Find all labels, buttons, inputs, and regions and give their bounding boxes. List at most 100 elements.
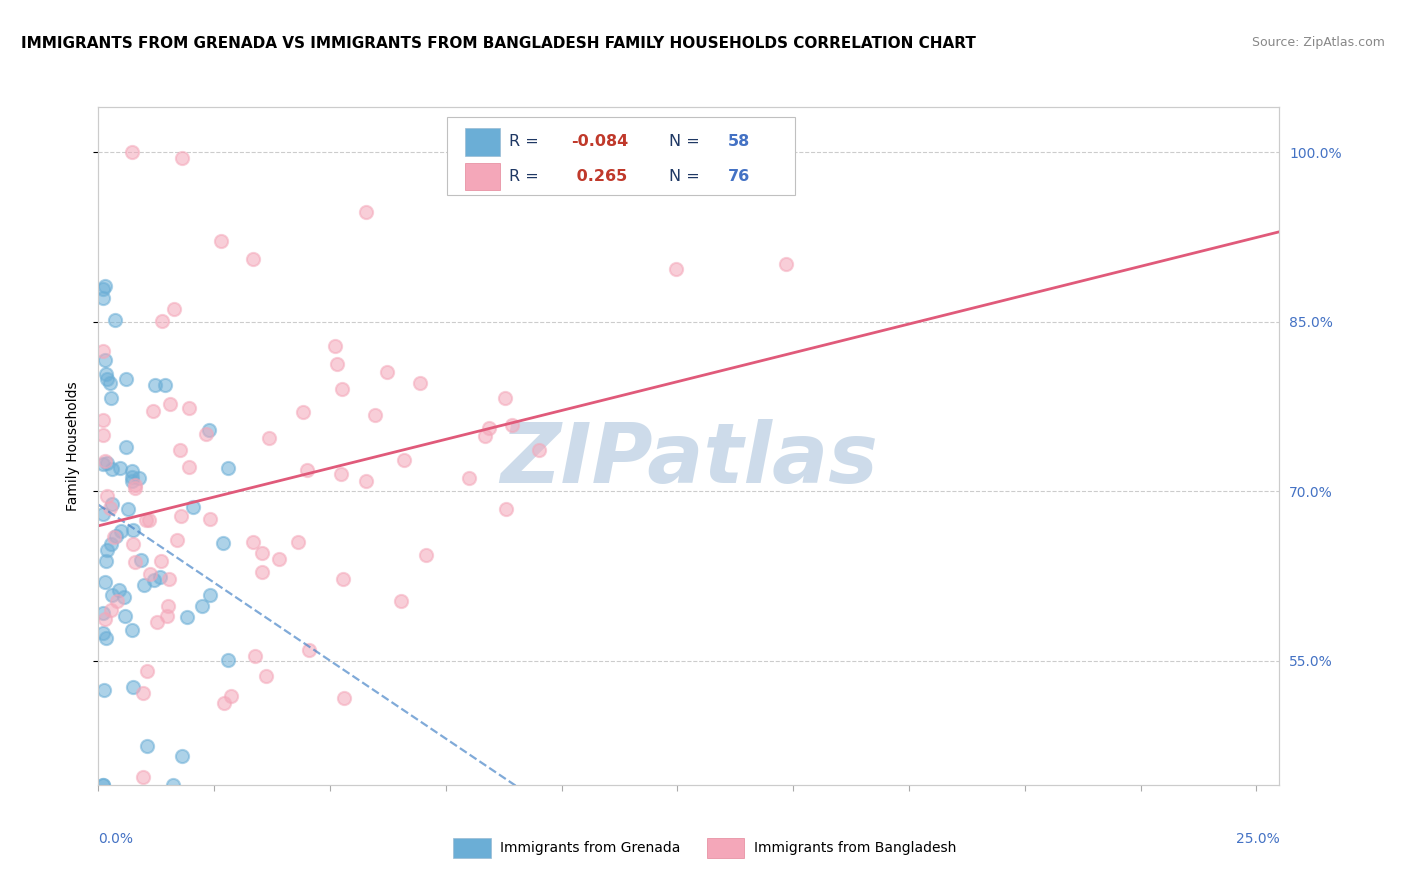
Point xyxy=(415,548,437,562)
Text: 0.265: 0.265 xyxy=(571,169,627,184)
Point xyxy=(91,428,114,442)
Point xyxy=(150,554,173,568)
Point xyxy=(100,391,122,405)
Point xyxy=(138,512,160,526)
Text: 76: 76 xyxy=(728,169,751,184)
Point xyxy=(162,778,184,792)
FancyBboxPatch shape xyxy=(464,162,501,190)
Point xyxy=(145,378,167,392)
FancyBboxPatch shape xyxy=(447,117,796,195)
Point xyxy=(121,623,143,637)
Point xyxy=(117,501,139,516)
Point xyxy=(121,464,143,478)
Text: Source: ZipAtlas.com: Source: ZipAtlas.com xyxy=(1251,36,1385,49)
Point xyxy=(665,261,688,276)
Point xyxy=(176,609,198,624)
Point xyxy=(124,481,146,495)
Point xyxy=(94,631,117,645)
Text: IMMIGRANTS FROM GRENADA VS IMMIGRANTS FROM BANGLADESH FAMILY HOUSEHOLDS CORRELAT: IMMIGRANTS FROM GRENADA VS IMMIGRANTS FR… xyxy=(21,36,976,51)
Point xyxy=(170,748,193,763)
Point xyxy=(495,501,517,516)
Point xyxy=(93,575,115,590)
Point xyxy=(93,454,115,468)
Point xyxy=(124,555,146,569)
Point xyxy=(153,377,176,392)
FancyBboxPatch shape xyxy=(453,838,491,858)
Point xyxy=(142,404,165,418)
Y-axis label: Family Households: Family Households xyxy=(66,381,80,511)
Point xyxy=(136,739,159,753)
Point xyxy=(298,643,321,657)
Point xyxy=(198,588,221,602)
Point xyxy=(96,456,118,470)
Point xyxy=(159,397,181,411)
Point xyxy=(501,418,523,433)
Point xyxy=(121,470,143,484)
Point xyxy=(149,570,172,584)
Point xyxy=(330,382,353,396)
Point xyxy=(93,353,115,368)
Point xyxy=(197,423,219,437)
Point xyxy=(100,500,122,515)
Point xyxy=(156,609,179,624)
Point xyxy=(108,460,131,475)
Point xyxy=(96,542,118,557)
Point xyxy=(326,358,349,372)
Point xyxy=(91,413,114,427)
Point xyxy=(132,770,155,784)
Point xyxy=(114,609,136,624)
Point xyxy=(139,566,162,581)
Point xyxy=(96,489,118,503)
Point xyxy=(93,682,115,697)
Point xyxy=(115,372,138,386)
Point xyxy=(163,301,186,316)
Point xyxy=(458,471,481,485)
Point xyxy=(217,460,239,475)
Point xyxy=(108,582,131,597)
Point xyxy=(354,204,377,219)
Point xyxy=(527,442,550,457)
Point xyxy=(250,546,273,560)
Point xyxy=(101,497,124,511)
Point xyxy=(474,429,496,443)
Point xyxy=(132,686,155,700)
Point xyxy=(91,607,114,621)
Point xyxy=(364,409,387,423)
Point xyxy=(91,291,114,305)
Text: 0.0%: 0.0% xyxy=(98,832,134,847)
Point xyxy=(91,625,114,640)
Point xyxy=(212,536,235,550)
Point xyxy=(269,552,291,566)
Point xyxy=(122,680,145,694)
Text: ZIPatlas: ZIPatlas xyxy=(501,419,877,500)
Point xyxy=(136,664,159,678)
Point xyxy=(179,401,201,415)
Point xyxy=(103,530,125,544)
Point xyxy=(181,500,204,514)
Point xyxy=(105,594,128,608)
Point xyxy=(242,535,264,549)
Point xyxy=(332,572,354,586)
Point xyxy=(100,603,122,617)
Point xyxy=(98,376,121,390)
Point xyxy=(179,460,201,475)
Point xyxy=(292,405,315,419)
Point xyxy=(110,524,132,538)
Text: 58: 58 xyxy=(728,135,751,150)
FancyBboxPatch shape xyxy=(707,838,744,858)
Point xyxy=(287,535,309,549)
Point xyxy=(91,778,114,792)
Point xyxy=(332,691,354,706)
Point xyxy=(91,507,114,521)
Text: -0.084: -0.084 xyxy=(571,135,628,150)
Point xyxy=(128,471,150,485)
Point xyxy=(91,344,114,359)
Point xyxy=(100,537,122,551)
Point xyxy=(194,427,217,442)
Point xyxy=(104,313,127,327)
Point xyxy=(409,376,432,391)
Point xyxy=(191,599,214,613)
FancyBboxPatch shape xyxy=(464,128,501,155)
Point xyxy=(112,591,135,605)
Point xyxy=(96,372,118,386)
